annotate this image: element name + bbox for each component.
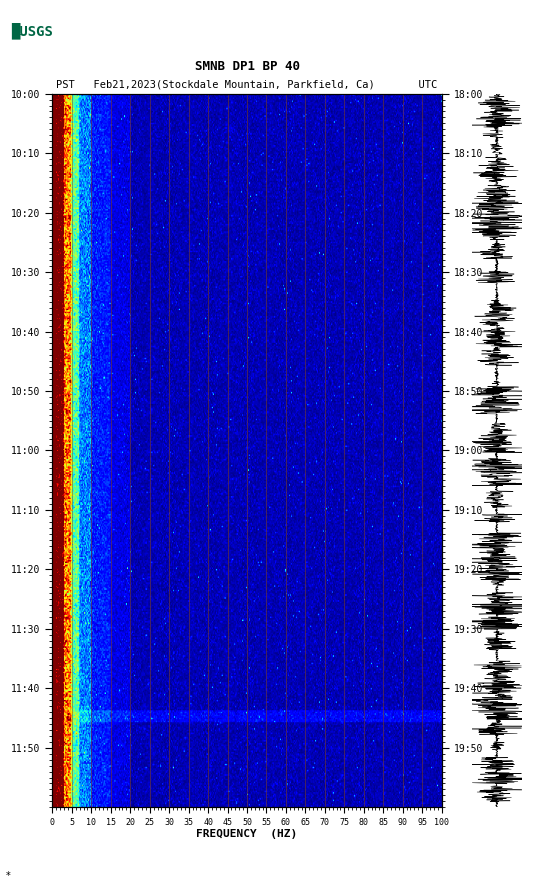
Text: █USGS: █USGS <box>11 22 53 39</box>
X-axis label: FREQUENCY  (HZ): FREQUENCY (HZ) <box>197 830 298 839</box>
Text: PST   Feb21,2023(Stockdale Mountain, Parkfield, Ca)       UTC: PST Feb21,2023(Stockdale Mountain, Parkf… <box>56 79 438 90</box>
Text: *: * <box>6 871 10 881</box>
Text: SMNB DP1 BP 40: SMNB DP1 BP 40 <box>194 61 300 73</box>
